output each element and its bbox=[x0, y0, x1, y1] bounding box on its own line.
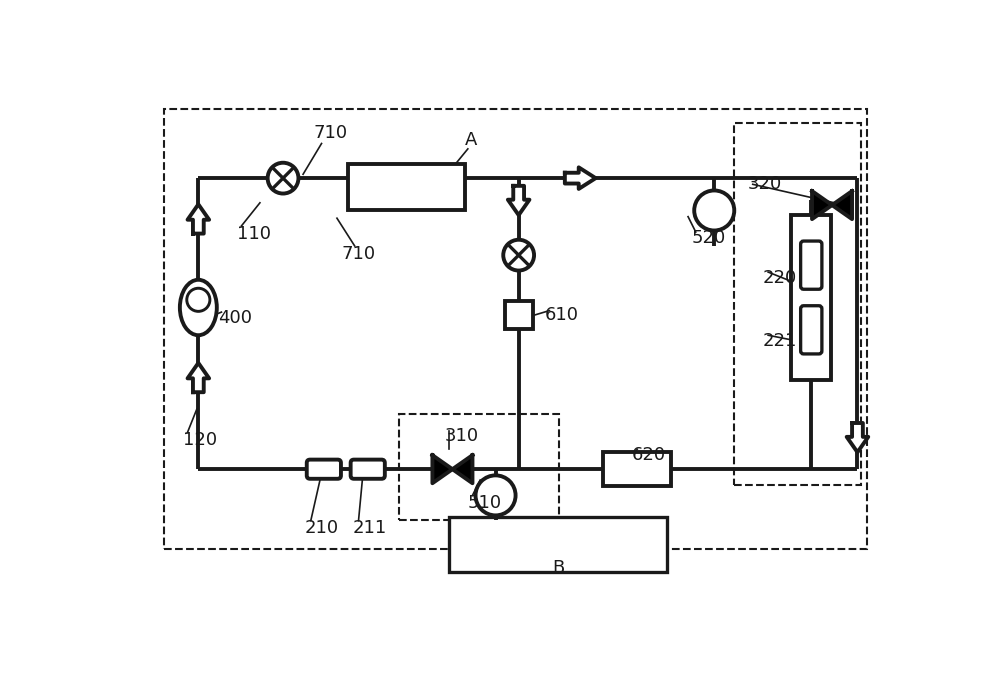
Polygon shape bbox=[832, 191, 852, 219]
Text: 110: 110 bbox=[237, 224, 271, 243]
Polygon shape bbox=[188, 363, 209, 392]
Text: 211: 211 bbox=[352, 519, 387, 537]
Polygon shape bbox=[432, 455, 452, 483]
Bar bbox=[603, 452, 671, 486]
Text: 210: 210 bbox=[305, 519, 339, 537]
Circle shape bbox=[503, 240, 534, 270]
Circle shape bbox=[268, 163, 298, 193]
Text: 520: 520 bbox=[691, 229, 725, 247]
Bar bbox=[449, 517, 667, 573]
Polygon shape bbox=[452, 455, 472, 483]
Text: 310: 310 bbox=[445, 427, 479, 445]
Polygon shape bbox=[847, 423, 868, 452]
Text: 710: 710 bbox=[314, 124, 348, 143]
Text: B: B bbox=[553, 559, 565, 577]
Ellipse shape bbox=[180, 280, 217, 335]
Bar bbox=[734, 123, 861, 485]
FancyBboxPatch shape bbox=[801, 241, 822, 289]
Bar bbox=[164, 109, 867, 550]
Polygon shape bbox=[812, 191, 832, 219]
FancyBboxPatch shape bbox=[307, 460, 341, 479]
Text: 610: 610 bbox=[545, 306, 579, 324]
Text: 221: 221 bbox=[763, 333, 797, 350]
Bar bbox=[791, 215, 831, 381]
FancyBboxPatch shape bbox=[801, 306, 822, 354]
Bar bbox=[348, 164, 465, 210]
Circle shape bbox=[694, 191, 734, 231]
Text: 400: 400 bbox=[218, 310, 252, 327]
Circle shape bbox=[476, 475, 516, 515]
Polygon shape bbox=[188, 204, 209, 234]
Bar bbox=[399, 414, 559, 520]
Text: 620: 620 bbox=[632, 446, 666, 464]
Text: 120: 120 bbox=[183, 431, 217, 449]
Text: A: A bbox=[465, 130, 477, 149]
FancyBboxPatch shape bbox=[351, 460, 385, 479]
Polygon shape bbox=[565, 168, 596, 189]
Text: 320: 320 bbox=[747, 175, 782, 193]
Bar bbox=[505, 301, 533, 329]
Circle shape bbox=[187, 288, 210, 312]
Text: 710: 710 bbox=[342, 245, 376, 262]
Text: 510: 510 bbox=[468, 494, 502, 512]
Text: 220: 220 bbox=[763, 269, 797, 287]
Polygon shape bbox=[508, 186, 529, 215]
